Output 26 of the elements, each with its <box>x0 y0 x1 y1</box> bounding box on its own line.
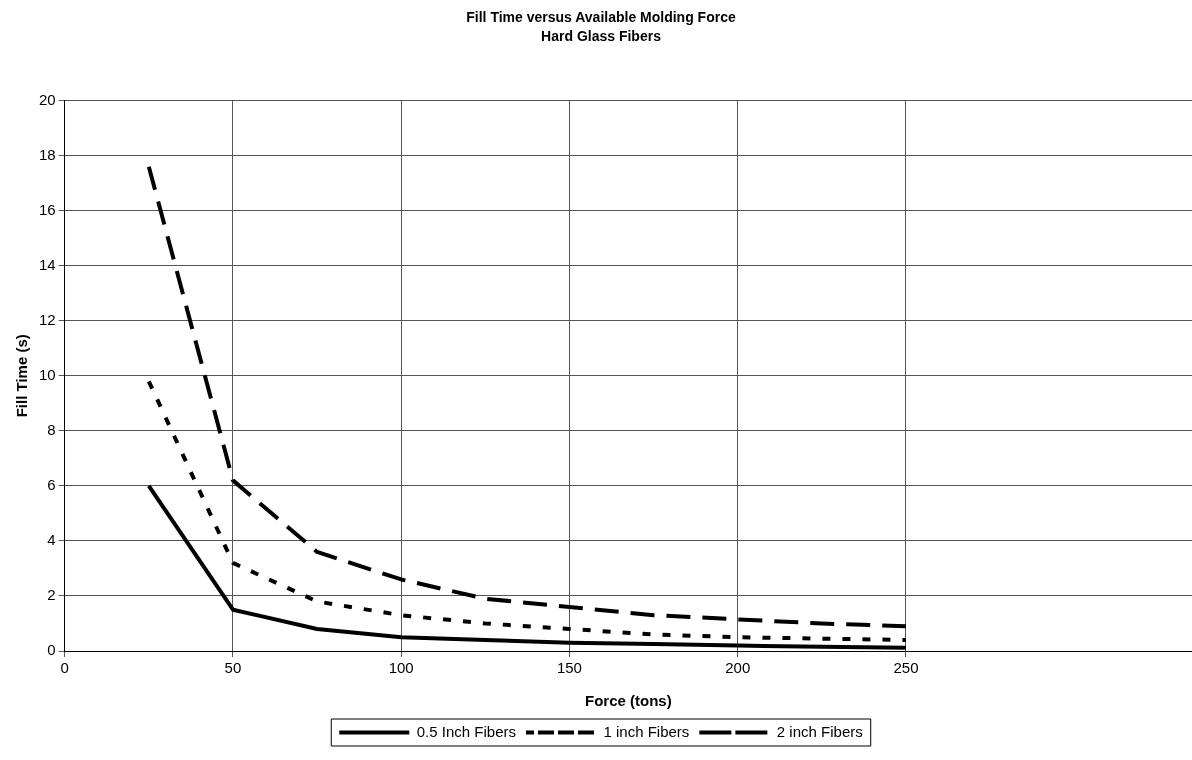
x-tick-label: 50 <box>224 659 242 677</box>
y-tick-label: 2 <box>47 586 56 604</box>
x-tick-label: 0 <box>60 659 69 677</box>
y-tick-label: 4 <box>47 531 56 549</box>
x-tick-label: 100 <box>388 659 414 677</box>
legend-label: 2 inch Fibers <box>776 722 863 740</box>
y-tick-label: 0 <box>47 641 56 659</box>
y-tick-label: 8 <box>47 420 56 438</box>
y-tick-label: 10 <box>39 365 56 383</box>
y-axis-title: Fill Time (s) <box>13 334 31 418</box>
y-tick-label: 14 <box>39 255 56 273</box>
y-tick-label: 16 <box>39 200 56 218</box>
line-series <box>146 164 908 629</box>
x-tick-label: 250 <box>893 659 919 677</box>
y-tick-label: 18 <box>39 145 56 163</box>
y-tick-label: 20 <box>39 90 56 108</box>
chart-subtitle: Hard Glass Fibers <box>541 28 662 45</box>
x-axis-title: Force (tons) <box>585 692 672 710</box>
line-series <box>146 379 908 642</box>
chart-title: Fill Time versus Available Molding Force <box>466 9 736 26</box>
y-tick-label: 12 <box>39 310 56 328</box>
y-tick-label: 6 <box>47 476 56 494</box>
legend-label: 0.5 Inch Fibers <box>416 722 516 740</box>
x-tick-label: 200 <box>725 659 751 677</box>
x-tick-label: 150 <box>556 659 582 677</box>
legend-label: 1 inch Fibers <box>603 722 690 740</box>
